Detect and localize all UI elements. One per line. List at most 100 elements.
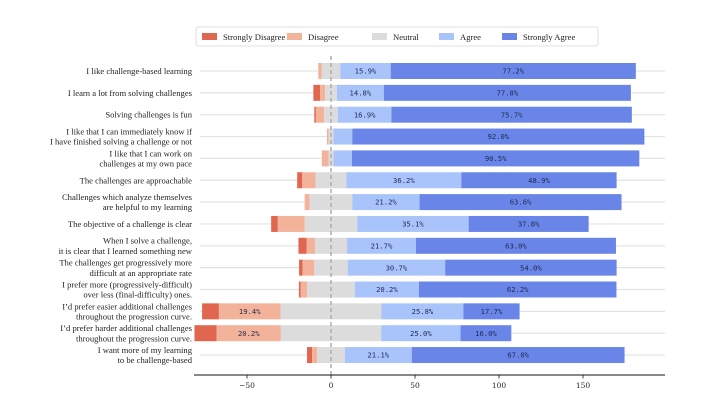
y-axis-labels: I like challenge-based learning I learn a… xyxy=(50,66,193,365)
y-tick-label: The challenges are approachable xyxy=(80,175,193,185)
bar-agree xyxy=(354,281,419,298)
bar-strongly-disagree xyxy=(314,106,316,123)
data-label: 63.6% xyxy=(510,198,532,207)
y-tick-label: When I solve a challenge, it is clear tha… xyxy=(59,236,193,256)
bar-disagree xyxy=(326,128,329,145)
bar-strongly-disagree xyxy=(297,172,303,189)
y-tick-label: I prefer more (progressively-difficult) o… xyxy=(62,279,192,299)
data-label: 92.0% xyxy=(488,132,510,141)
x-tick-label: 150 xyxy=(576,381,591,390)
y-tick-label-line: throughout the progression curve. xyxy=(76,311,192,321)
data-label: 67.0% xyxy=(507,351,529,360)
x-axis: −50 0 50 100 150 xyxy=(194,374,665,390)
y-tick-label-line: The challenges are approachable xyxy=(80,175,193,185)
data-label: 15.9% xyxy=(355,67,377,76)
bar-strongly-agree xyxy=(468,215,589,232)
legend-label: Strongly Agree xyxy=(523,32,575,42)
data-label: 25.0% xyxy=(410,329,432,338)
bar-agree xyxy=(333,128,353,145)
data-label: 90.5% xyxy=(485,154,507,163)
bar-strongly-agree xyxy=(352,128,645,145)
bar-strongly-agree xyxy=(383,84,631,101)
data-label: 36.2% xyxy=(393,176,415,185)
y-tick-label-line: are helpful to my learning xyxy=(103,202,193,212)
legend-swatch-strongly-disagree xyxy=(202,33,217,40)
legend-swatch-agree xyxy=(439,33,454,40)
bar-agree xyxy=(337,106,392,123)
bar-strongly-disagree xyxy=(299,259,303,276)
y-tick-label-line: When I solve a challenge, xyxy=(103,236,192,246)
y-tick-label-line: I’d prefer easier additional challenges xyxy=(62,301,192,311)
bar-agree xyxy=(381,325,461,342)
y-tick-label-line: I like that I can immediately know if xyxy=(66,126,192,136)
bar-strongly-agree xyxy=(391,106,632,123)
y-tick-label-line: I want more of my learning xyxy=(98,345,193,355)
legend-label: Agree xyxy=(460,32,481,42)
data-label: 54.0% xyxy=(520,263,542,272)
data-label: 16.0% xyxy=(475,329,497,338)
percent-labels: 15.9% 77.2% 14.8% 77.8% 16.9% 75.7% 92.0% 90.5%… xyxy=(238,67,551,360)
y-tick-label: Solving challenges is fun xyxy=(105,110,192,120)
bar-disagree xyxy=(277,215,305,232)
bar-agree xyxy=(336,84,384,101)
y-tick-label: Challenges which analyze themselves are h… xyxy=(62,192,193,212)
y-tick-label-line: I learn a lot from solving challenges xyxy=(68,88,193,98)
y-tick-label-line: I like challenge-based learning xyxy=(86,66,192,76)
y-tick-label-line: to be challenge-based xyxy=(118,355,193,365)
bar-strongly-agree xyxy=(461,172,617,189)
data-label: 21.1% xyxy=(367,351,389,360)
x-tick-label: 50 xyxy=(410,381,420,390)
data-label: 35.1% xyxy=(402,220,424,229)
bar-agree xyxy=(347,237,416,254)
x-tick-label: −50 xyxy=(239,381,255,390)
bar-neutral xyxy=(315,172,347,189)
bar-disagree xyxy=(218,303,281,320)
bar-strongly-disagree xyxy=(194,325,217,342)
data-label: 20.2% xyxy=(238,329,260,338)
y-tick-label: I learn a lot from solving challenges xyxy=(68,88,193,98)
bar-disagree xyxy=(315,106,325,123)
y-tick-label: I like that I can work on challenges at m… xyxy=(99,148,192,168)
x-tick-label: 0 xyxy=(329,381,334,390)
y-tick-label: I’d prefer harder additional challenges t… xyxy=(60,323,192,343)
bar-agree xyxy=(346,172,462,189)
bar-agree xyxy=(333,150,352,167)
y-tick-label: The challenges get progressively more dif… xyxy=(59,258,192,278)
legend-frame xyxy=(195,26,599,47)
y-tick-label: The objective of a challenge is clear xyxy=(68,219,192,229)
y-tick-label-line: Challenges which analyze themselves xyxy=(62,192,193,202)
bar-disagree xyxy=(302,172,316,189)
bar-strongly-agree xyxy=(415,237,616,254)
data-label: 75.7% xyxy=(501,110,523,119)
y-tick-label-line: challenges at my own pace xyxy=(99,159,192,169)
y-tick-label: I like challenge-based learning xyxy=(86,66,192,76)
bar-strongly-agree xyxy=(460,325,512,342)
legend-swatch-disagree xyxy=(287,33,302,40)
bar-neutral xyxy=(328,150,334,167)
y-tick-label: I like that I can immediately know if I h… xyxy=(50,126,193,146)
bar-strongly-agree xyxy=(418,281,617,298)
bar-disagree xyxy=(302,259,315,276)
bar-neutral xyxy=(304,215,358,232)
data-label: 37.8% xyxy=(518,220,540,229)
bar-strongly-disagree xyxy=(313,84,321,101)
legend-label: Disagree xyxy=(308,32,339,42)
bar-agree xyxy=(340,63,391,79)
data-label: 77.8% xyxy=(497,88,519,97)
bar-disagree xyxy=(321,150,329,167)
y-tick-label-line: Solving challenges is fun xyxy=(105,110,192,120)
bars xyxy=(194,63,645,364)
bar-disagree xyxy=(300,281,308,298)
data-label: 63.0% xyxy=(505,241,527,250)
y-tick-label-line: I have finished solving a challenge or n… xyxy=(50,137,193,147)
y-tick-label-line: The objective of a challenge is clear xyxy=(68,219,192,229)
bar-strongly-disagree xyxy=(298,237,307,254)
bar-disagree xyxy=(304,194,310,211)
bar-disagree xyxy=(312,347,318,364)
bar-agree xyxy=(347,259,446,276)
legend-label: Neutral xyxy=(393,32,419,42)
bar-strongly-disagree xyxy=(307,347,313,364)
data-label: 14.8% xyxy=(350,88,372,97)
bar-strongly-disagree xyxy=(298,281,301,298)
